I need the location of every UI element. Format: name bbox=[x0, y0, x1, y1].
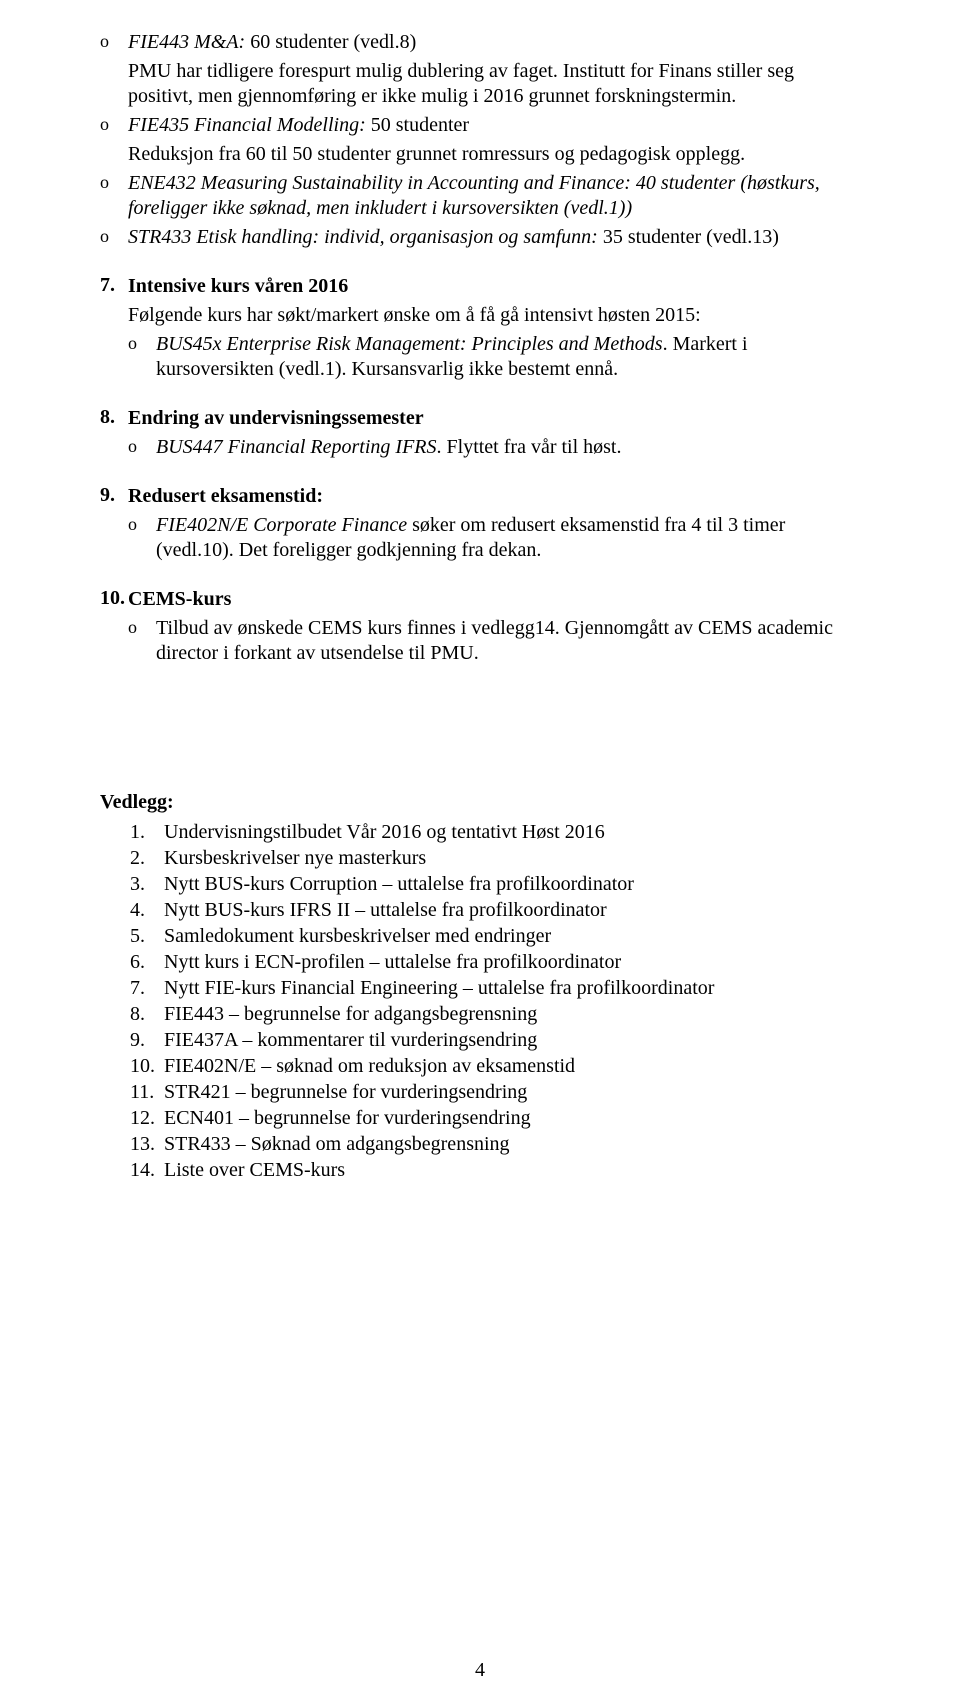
attachment-number: 5. bbox=[130, 923, 164, 949]
attachment-item: 2.Kursbeskrivelser nye masterkurs bbox=[130, 845, 860, 871]
section-title: Endring av undervisningssemester bbox=[128, 406, 860, 431]
attachment-text: STR421 – begrunnelse for vurderingsendri… bbox=[164, 1079, 527, 1105]
bullet-marker: o bbox=[128, 332, 156, 355]
attachment-item: 11.STR421 – begrunnelse for vurderingsen… bbox=[130, 1079, 860, 1105]
list-item: oFIE443 M&A: 60 studenter (vedl.8) PMU ha… bbox=[100, 30, 860, 113]
list-item: oENE432 Measuring Sustainability in Acco… bbox=[100, 171, 860, 225]
bullet-marker: o bbox=[100, 225, 128, 248]
section-number: 9. bbox=[100, 484, 128, 507]
attachment-item: 5.Samledokument kursbeskrivelser med end… bbox=[130, 923, 860, 949]
bullet-marker: o bbox=[100, 30, 128, 53]
attachment-number: 13. bbox=[130, 1131, 164, 1157]
attachment-number: 1. bbox=[130, 819, 164, 845]
paragraph: FIE443 M&A: 60 studenter (vedl.8) bbox=[128, 30, 860, 55]
attachment-text: Kursbeskrivelser nye masterkurs bbox=[164, 845, 426, 871]
top-bullet-list: oFIE443 M&A: 60 studenter (vedl.8)PMU ha… bbox=[100, 30, 860, 254]
numbered-section: 8.Endring av undervisningssemester oBUS44… bbox=[100, 406, 860, 464]
bullet-marker: o bbox=[128, 513, 156, 536]
attachment-number: 11. bbox=[130, 1079, 164, 1105]
attachment-number: 4. bbox=[130, 897, 164, 923]
document-page: oFIE443 M&A: 60 studenter (vedl.8)PMU ha… bbox=[0, 0, 960, 1702]
attachment-text: Liste over CEMS-kurs bbox=[164, 1157, 345, 1183]
attachment-text: FIE443 – begrunnelse for adgangsbegrensn… bbox=[164, 1001, 537, 1027]
attachment-text: Nytt BUS-kurs IFRS II – uttalelse fra pr… bbox=[164, 897, 607, 923]
attachment-text: Samledokument kursbeskrivelser med endri… bbox=[164, 923, 551, 949]
numbered-section: 7.Intensive kurs våren 2016 Følgende kurs… bbox=[100, 274, 860, 386]
attachment-text: Nytt FIE-kurs Financial Engineering – ut… bbox=[164, 975, 714, 1001]
attachment-item: 14.Liste over CEMS-kurs bbox=[130, 1157, 860, 1183]
attachment-text: Nytt BUS-kurs Corruption – uttalelse fra… bbox=[164, 871, 634, 897]
bullet-text: FIE402N/E Corporate Finance søker om red… bbox=[156, 513, 860, 563]
section-title: Intensive kurs våren 2016 bbox=[128, 274, 860, 299]
list-item: oSTR433 Etisk handling: individ, organis… bbox=[100, 225, 860, 254]
paragraph: STR433 Etisk handling: individ, organisa… bbox=[128, 225, 860, 250]
section-number: 10. bbox=[100, 587, 128, 610]
attachment-text: Nytt kurs i ECN-profilen – uttalelse fra… bbox=[164, 949, 621, 975]
attachment-item: 10.FIE402N/E – søknad om reduksjon av ek… bbox=[130, 1053, 860, 1079]
list-item: oFIE402N/E Corporate Finance søker om re… bbox=[128, 513, 860, 567]
page-number: 4 bbox=[0, 1659, 960, 1682]
attachment-text: FIE402N/E – søknad om reduksjon av eksam… bbox=[164, 1053, 575, 1079]
section-number: 8. bbox=[100, 406, 128, 429]
attachment-item: 1.Undervisningstilbudet Vår 2016 og tent… bbox=[130, 819, 860, 845]
attachment-item: 12.ECN401 – begrunnelse for vurderingsen… bbox=[130, 1105, 860, 1131]
bullet-marker: o bbox=[128, 435, 156, 458]
paragraph: Reduksjon fra 60 til 50 studenter grunne… bbox=[128, 142, 860, 167]
bullet-text: Tilbud av ønskede CEMS kurs finnes i ved… bbox=[156, 616, 860, 666]
attachment-number: 6. bbox=[130, 949, 164, 975]
paragraph: ENE432 Measuring Sustainability in Accou… bbox=[128, 171, 860, 221]
paragraph: FIE435 Financial Modelling: 50 studenter bbox=[128, 113, 860, 138]
bullet-marker: o bbox=[100, 171, 128, 194]
attachment-number: 7. bbox=[130, 975, 164, 1001]
section-title: Redusert eksamenstid: bbox=[128, 484, 860, 509]
attachment-number: 10. bbox=[130, 1053, 164, 1079]
attachment-item: 8.FIE443 – begrunnelse for adgangsbegren… bbox=[130, 1001, 860, 1027]
numbered-section: 9.Redusert eksamenstid: oFIE402N/E Corpor… bbox=[100, 484, 860, 567]
attachment-item: 13.STR433 – Søknad om adgangsbegrensning bbox=[130, 1131, 860, 1157]
numbered-section: 10.CEMS-kurs oTilbud av ønskede CEMS kurs… bbox=[100, 587, 860, 670]
list-item: oBUS447 Financial Reporting IFRS. Flytte… bbox=[128, 435, 860, 464]
list-item: oBUS45x Enterprise Risk Management: Prin… bbox=[128, 332, 860, 386]
attachment-text: FIE437A – kommentarer til vurderingsendr… bbox=[164, 1027, 537, 1053]
attachment-number: 3. bbox=[130, 871, 164, 897]
attachment-text: Undervisningstilbudet Vår 2016 og tentat… bbox=[164, 819, 605, 845]
bullet-text: BUS45x Enterprise Risk Management: Princ… bbox=[156, 332, 860, 382]
attachments-heading: Vedlegg: bbox=[100, 790, 860, 815]
attachment-number: 8. bbox=[130, 1001, 164, 1027]
section-number: 7. bbox=[100, 274, 128, 297]
attachment-item: 3.Nytt BUS-kurs Corruption – uttalelse f… bbox=[130, 871, 860, 897]
attachment-text: ECN401 – begrunnelse for vurderingsendri… bbox=[164, 1105, 531, 1131]
attachment-number: 9. bbox=[130, 1027, 164, 1053]
bullet-text: BUS447 Financial Reporting IFRS. Flyttet… bbox=[156, 435, 860, 460]
section-intro: Følgende kurs har søkt/markert ønske om … bbox=[128, 303, 860, 328]
attachment-number: 2. bbox=[130, 845, 164, 871]
attachment-item: 4.Nytt BUS-kurs IFRS II – uttalelse fra … bbox=[130, 897, 860, 923]
list-item: oTilbud av ønskede CEMS kurs finnes i ve… bbox=[128, 616, 860, 670]
attachment-item: 9.FIE437A – kommentarer til vurderingsen… bbox=[130, 1027, 860, 1053]
paragraph: PMU har tidligere forespurt mulig dubler… bbox=[128, 59, 860, 109]
attachment-item: 7.Nytt FIE-kurs Financial Engineering – … bbox=[130, 975, 860, 1001]
attachment-number: 12. bbox=[130, 1105, 164, 1131]
bullet-marker: o bbox=[100, 113, 128, 136]
list-item: oFIE435 Financial Modelling: 50 studente… bbox=[100, 113, 860, 171]
attachment-number: 14. bbox=[130, 1157, 164, 1183]
bullet-marker: o bbox=[128, 616, 156, 639]
section-title: CEMS-kurs bbox=[128, 587, 860, 612]
attachment-text: STR433 – Søknad om adgangsbegrensning bbox=[164, 1131, 510, 1157]
attachments-list: 1.Undervisningstilbudet Vår 2016 og tent… bbox=[130, 819, 860, 1183]
attachment-item: 6.Nytt kurs i ECN-profilen – uttalelse f… bbox=[130, 949, 860, 975]
